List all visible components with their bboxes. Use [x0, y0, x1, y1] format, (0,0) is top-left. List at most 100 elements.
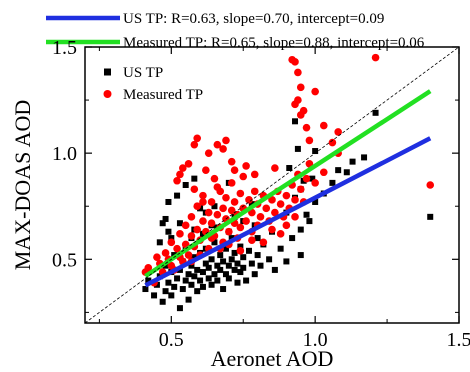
us-tp-point	[165, 279, 172, 286]
measured-tp-point	[173, 244, 181, 253]
us-tp-point	[309, 175, 316, 182]
us-tp-point	[142, 286, 149, 293]
measured-tp-point	[291, 196, 299, 204]
us-tp-point	[231, 249, 238, 256]
measured-tp-point	[227, 206, 236, 215]
measured-tp-fit-line	[144, 89, 432, 279]
measured-tp-point	[294, 96, 302, 104]
measured-tp-point	[193, 202, 201, 211]
us-tp-point	[343, 169, 350, 176]
measured-tp-point	[268, 225, 276, 234]
us-tp-point	[283, 258, 290, 265]
us-tp-point	[188, 262, 195, 269]
measured-tp-point	[190, 185, 199, 194]
one-to-one-line	[84, 46, 460, 324]
measured-tp-point	[262, 204, 271, 213]
us-tp-point	[277, 245, 284, 252]
us-tp-point	[427, 213, 434, 220]
us-tp-point	[165, 228, 172, 235]
measured-tp-point	[204, 208, 213, 217]
us-tp-point	[251, 271, 258, 278]
us-tp-point	[294, 145, 301, 152]
measured-tp-point	[225, 227, 233, 236]
measured-tp-point	[311, 179, 319, 187]
measured-tp-point	[213, 140, 222, 149]
us-tp-point	[240, 254, 247, 261]
measured-tp-point	[296, 111, 305, 119]
us-tp-point	[171, 283, 178, 290]
measured-tp-point	[242, 162, 250, 170]
measured-tp-point	[296, 83, 305, 92]
measured-tp-point	[305, 159, 314, 168]
measured-tp-point	[219, 204, 227, 213]
plot-frame	[84, 46, 460, 324]
measured-tp-point	[302, 123, 311, 132]
measured-tp-point	[187, 232, 196, 240]
measured-tp-point	[291, 213, 299, 221]
measured-tp-point	[250, 170, 259, 179]
us-tp-point	[174, 275, 181, 282]
us-tp-point	[248, 260, 255, 267]
y-tick-label: 0.5	[52, 249, 77, 271]
us-tp-point	[185, 296, 192, 303]
us-tp-point	[231, 266, 238, 273]
measured-tp-point	[230, 198, 239, 206]
us-tp-point	[176, 305, 183, 312]
measured-tp-point	[245, 196, 253, 204]
measured-tp-point	[204, 149, 213, 157]
measured-tp-point	[207, 198, 216, 206]
us-tp-point	[165, 198, 172, 205]
us-tp-point	[225, 275, 232, 282]
measured-tp-point	[319, 168, 328, 177]
us-tp-point	[297, 252, 304, 259]
us-tp-point	[335, 167, 342, 174]
measured-tp-point	[187, 213, 196, 221]
measured-tp-point	[268, 196, 276, 204]
fit-lines-legend: US TP: R=0.63, slope=0.70, intercept=0.0…	[46, 11, 425, 51]
measured-tp-point	[294, 68, 302, 77]
us-tp-point	[197, 277, 204, 284]
measured-tp-point	[222, 136, 230, 145]
us-tp-point	[220, 258, 227, 265]
measured-tp-point	[181, 221, 190, 230]
measured-tp-point	[179, 164, 187, 172]
us-tp-point	[208, 281, 215, 288]
legend-fit-label: Measured TP: R=0.65, slope=0.88, interce…	[123, 35, 425, 51]
us-tp-point	[292, 118, 299, 125]
us-tp-point	[156, 239, 163, 246]
us-tp-point	[191, 175, 198, 182]
us-tp-point	[162, 288, 169, 295]
measured-tp-point	[167, 261, 176, 270]
measured-tp-point	[271, 208, 279, 217]
y-tick-label: 1.0	[52, 143, 77, 165]
measured-tp-point	[248, 236, 256, 244]
us-tp-point	[159, 220, 166, 227]
us-tp-point	[199, 283, 206, 290]
us-tp-point	[168, 292, 175, 299]
us-tp-point	[248, 201, 255, 208]
measured-tp-point	[184, 159, 193, 168]
measured-tp-point	[259, 238, 268, 247]
us-tp-point	[240, 264, 247, 271]
measured-tp-point	[199, 198, 207, 206]
us-tp-point	[191, 254, 198, 261]
us-tp-point	[182, 277, 189, 284]
us-tp-point	[162, 215, 169, 222]
us-tp-point	[349, 158, 356, 165]
measured-tp-point	[291, 58, 299, 66]
measured-tp-point	[167, 238, 176, 247]
us-tp-point	[306, 218, 313, 225]
us-tp-point	[208, 256, 215, 263]
measured-tp-point	[193, 134, 201, 143]
measured-tp-point	[176, 170, 184, 179]
plot-area	[84, 46, 460, 324]
measured-tp-point	[173, 176, 181, 185]
measured-tp-point	[334, 128, 342, 136]
measured-tp-point	[271, 164, 279, 172]
measured-tp-point	[227, 179, 236, 187]
y-tick-label: 1.5	[52, 37, 77, 59]
us-tp-point	[205, 264, 212, 271]
us-tp-point	[179, 286, 186, 293]
y-axis-title: MAX-DOAS AOD	[10, 100, 35, 271]
us-tp-point	[191, 273, 198, 280]
